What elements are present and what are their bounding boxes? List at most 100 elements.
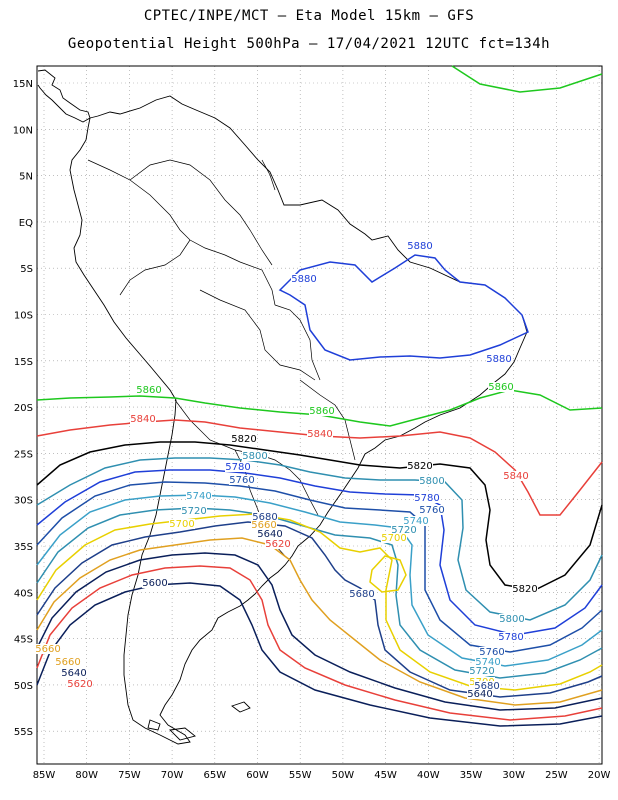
lat-tick-label: 20S <box>14 403 33 414</box>
contour-label: 5840 <box>503 471 528 482</box>
contour-label: 5880 <box>486 354 511 365</box>
lon-tick-label: 50W <box>332 770 355 781</box>
lon-tick-label: 25W <box>545 770 568 781</box>
lon-tick-label: 55W <box>289 770 312 781</box>
contour-label: 5780 <box>498 632 523 643</box>
lon-tick-label: 30W <box>502 770 525 781</box>
contour-label-bg <box>169 519 195 529</box>
longitude-tick-labels: 85W 80W 75W 70W 65W 60W 55W 50W 45W 40W 35W 30W 25W 2… <box>33 770 611 781</box>
lon-tick-label: 85W <box>33 770 56 781</box>
contour-label: 5720 <box>469 666 494 677</box>
contour-5640 <box>36 552 603 711</box>
lat-tick-label: 5N <box>19 172 33 183</box>
contour-label-bg <box>403 516 429 526</box>
lat-tick-label: 15N <box>13 79 33 90</box>
contour-label-bg <box>309 406 335 416</box>
lon-tick-label: 70W <box>161 770 184 781</box>
contour-label: 5740 <box>475 657 500 668</box>
south-america-coast <box>69 95 528 745</box>
contour-label-bg <box>136 385 162 395</box>
contour-label: 5800 <box>419 476 444 487</box>
map-frame <box>36 65 603 765</box>
contour-label-bg <box>130 414 156 424</box>
contour-5780 <box>36 469 603 636</box>
contour-label-bg <box>55 657 81 667</box>
title-line-2: Geopotential Height 500hPa – 17/04/2021 … <box>67 36 551 52</box>
lat-tick-label: 25S <box>14 449 33 460</box>
contour-label-bg <box>307 429 333 439</box>
contour-label: 5780 <box>225 462 250 473</box>
contour-label: 5740 <box>186 491 211 502</box>
contour-label-bg <box>381 533 407 543</box>
lat-tick-label: 30S <box>14 496 33 507</box>
lat-tick-label: 10N <box>13 125 33 136</box>
contour-label: 5760 <box>479 647 504 658</box>
contour-label-bg <box>414 493 440 503</box>
contour-label-bg <box>35 644 61 654</box>
contour-label: 5860 <box>136 385 161 396</box>
central-america-coast <box>37 69 91 123</box>
contour-label: 5800 <box>242 451 267 462</box>
contour-label: 5700 <box>169 519 194 530</box>
lat-tick-label: 45S <box>14 635 33 646</box>
contour-label: 5860 <box>488 382 513 393</box>
contour-label-bg <box>257 529 283 539</box>
contour-5860 <box>36 389 603 427</box>
contour-label-bg <box>142 578 168 588</box>
contour-label: 5680 <box>349 589 374 600</box>
contour-label: 5660 <box>55 657 80 668</box>
lon-tick-label: 45W <box>374 770 397 781</box>
contour-label-bg <box>407 461 433 471</box>
contour-label-bg <box>467 689 493 699</box>
contour-label-bg <box>231 434 257 444</box>
contour-label: 5720 <box>391 525 416 536</box>
contour-5860-north <box>451 65 603 93</box>
contour-label-bg <box>469 666 495 676</box>
contour-label-bg <box>291 274 317 284</box>
lat-tick-label: 15S <box>14 357 33 368</box>
lat-tick-label: 10S <box>14 311 33 322</box>
lon-tick-label: 20W <box>588 770 611 781</box>
height-contours <box>36 65 603 727</box>
contour-label-bg <box>488 382 514 392</box>
contour-label-bg <box>265 539 291 549</box>
contour-label-bg <box>512 584 538 594</box>
contour-label-bg <box>67 679 93 689</box>
contour-label: 5840 <box>307 429 332 440</box>
contour-label-bg <box>186 491 212 501</box>
contour-5800 <box>36 457 603 621</box>
contour-label-bg <box>349 589 375 599</box>
contour-label: 5660 <box>35 644 60 655</box>
contour-label-bg <box>407 241 433 251</box>
contour-label: 5720 <box>181 506 206 517</box>
contour-value-labels: 5880 5880 5880 5860 5860 5860 5840 5840 5840 5820… <box>35 241 538 700</box>
contour-label: 5760 <box>419 505 444 516</box>
contour-label-bg <box>498 632 524 642</box>
contour-label: 5700 <box>381 533 406 544</box>
lat-tick-label: 5S <box>20 264 33 275</box>
contour-label: 5640 <box>61 668 86 679</box>
contour-label-bg <box>419 505 445 515</box>
contour-label-bg <box>499 614 525 624</box>
contour-label: 5620 <box>265 539 290 550</box>
contour-label-bg <box>479 647 505 657</box>
contour-label: 5840 <box>130 414 155 425</box>
contour-label-bg <box>474 681 500 691</box>
lat-tick-label: 55S <box>14 727 33 738</box>
contour-label: 5820 <box>407 461 432 472</box>
contour-label: 5640 <box>467 689 492 700</box>
lon-tick-label: 80W <box>75 770 98 781</box>
contour-label-bg <box>252 512 278 522</box>
contour-label-bg <box>391 525 417 535</box>
contour-label: 5880 <box>291 274 316 285</box>
tierra-del-fuego <box>147 719 196 741</box>
lat-tick-label: 50S <box>14 681 33 692</box>
contour-5660 <box>36 537 603 706</box>
contour-label: 5640 <box>257 529 282 540</box>
contour-label-bg <box>229 475 255 485</box>
lon-tick-label: 60W <box>246 770 269 781</box>
lon-tick-label: 40W <box>417 770 440 781</box>
title-line-1: CPTEC/INPE/MCT – Eta Model 15km – GFS <box>143 8 475 24</box>
contour-label-bg <box>181 506 207 516</box>
lon-tick-label: 65W <box>203 770 226 781</box>
